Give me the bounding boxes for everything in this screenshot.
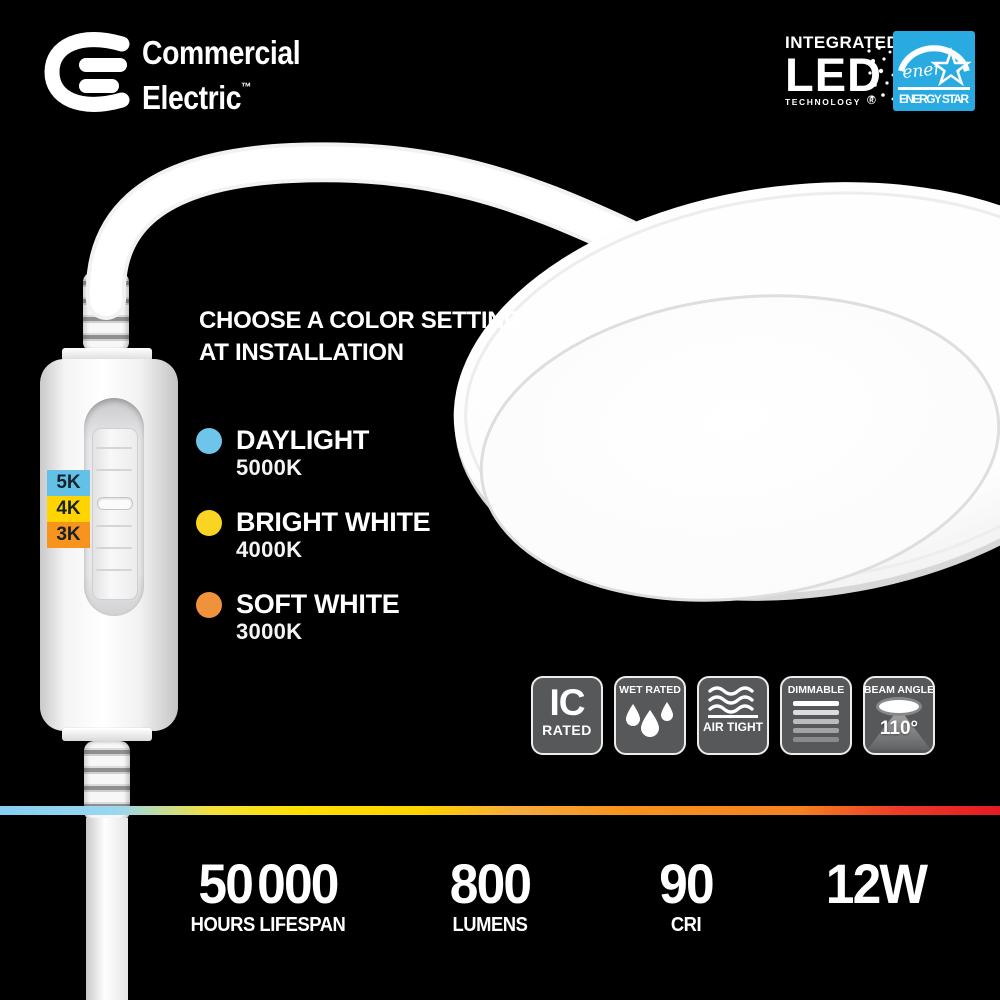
stat-cri: 90 CRI [612, 856, 759, 937]
switch-top-flange [62, 348, 152, 361]
ic-rated-big-text: IC [549, 682, 586, 723]
power-cable-bottom [86, 818, 128, 1000]
stat-value: 90 [659, 852, 714, 915]
stat-hours-lifespan: 50 000 HOURS LIFESPAN [158, 856, 379, 937]
led-badge-bottom-text: TECHNOLOGY [785, 97, 861, 107]
option-name: DAYLIGHT [236, 425, 370, 455]
switch-kelvin-labels: 5K 4K 3K [47, 470, 90, 548]
energy-star-logo: energy ENERGY STAR [893, 31, 975, 111]
color-spectrum-line [0, 806, 1000, 815]
brand-trademark: ™ [241, 80, 252, 94]
option-name: BRIGHT WHITE [236, 507, 431, 537]
slider-position-indicator [97, 497, 133, 510]
stat-label: LUMENS [452, 914, 528, 936]
led-badge-word: LED [785, 48, 882, 101]
soft-white-dot-icon [196, 592, 222, 618]
switch-slider [92, 428, 138, 600]
stat-value: 12W [825, 852, 928, 915]
choose-color-heading: CHOOSE A COLOR SETTING AT INSTALLATION [199, 305, 523, 369]
dimmable-badge: DIMMABLE [780, 676, 852, 755]
feature-badges-row: IC RATED WET RATED AIR [531, 676, 935, 755]
label-5k: 5K [47, 470, 90, 496]
stat-value: 800 [449, 852, 532, 915]
integrated-led-badge: INTEGRATED LED TECHNOLOGY ® [785, 33, 900, 107]
ic-rated-small-text: RATED [542, 722, 592, 738]
heading-line2: AT INSTALLATION [199, 339, 404, 366]
stat-wattage: 12W [802, 856, 949, 914]
option-kelvin: 3000K [236, 619, 303, 644]
option-kelvin: 5000K [236, 455, 303, 480]
wet-rated-badge: WET RATED [614, 676, 686, 755]
label-4k: 4K [47, 496, 90, 522]
stat-lumens: 800 LUMENS [407, 856, 573, 937]
energy-star-label: ENERGY STAR [899, 92, 969, 106]
led-badge-top-text: INTEGRATED [785, 33, 900, 52]
switch-bottom-flange [62, 728, 152, 741]
label-3k: 3K [47, 522, 90, 548]
air-waves-icon [708, 686, 758, 718]
beam-angle-badge: BEAM ANGLE 110° [863, 676, 935, 755]
dimmable-title: DIMMABLE [787, 684, 845, 696]
stat-value: 50 000 [198, 852, 339, 915]
stat-label: CRI [670, 914, 702, 936]
option-name: SOFT WHITE [236, 589, 400, 619]
commercial-electric-logo-icon [44, 32, 130, 112]
ic-rated-badge: IC RATED [531, 676, 603, 755]
brand-name: Commercial Electric™ [142, 34, 301, 116]
beam-angle-title: BEAM ANGLE [863, 684, 935, 696]
option-bright-white: BRIGHT WHITE 4000K [196, 507, 431, 563]
registered-mark: ® [867, 93, 876, 107]
brand-line2: Electric [142, 79, 242, 116]
air-tight-badge: AIR TIGHT [697, 676, 769, 755]
stat-label: HOURS LIFESPAN [190, 914, 346, 936]
bright-white-dot-icon [196, 510, 222, 536]
air-tight-title: AIR TIGHT [703, 720, 763, 734]
brand-line1: Commercial [142, 34, 301, 71]
wet-rated-title: WET RATED [619, 684, 681, 696]
option-soft-white: SOFT WHITE 3000K [196, 589, 430, 645]
dimmable-bars-icon [793, 701, 839, 742]
daylight-dot-icon [196, 428, 222, 454]
water-drops-icon [626, 702, 673, 737]
color-options-list: DAYLIGHT 5000K BRIGHT WHITE 4000K SOFT W… [196, 425, 431, 671]
beam-angle-value: 110° [879, 718, 919, 739]
light-lens [479, 294, 1000, 602]
beam-angle-icon: 110° [865, 698, 933, 750]
energy-star-icon [930, 47, 972, 87]
option-daylight: DAYLIGHT 5000K [196, 425, 430, 481]
option-kelvin: 4000K [236, 537, 303, 562]
heading-line1: CHOOSE A COLOR SETTING [199, 307, 523, 334]
